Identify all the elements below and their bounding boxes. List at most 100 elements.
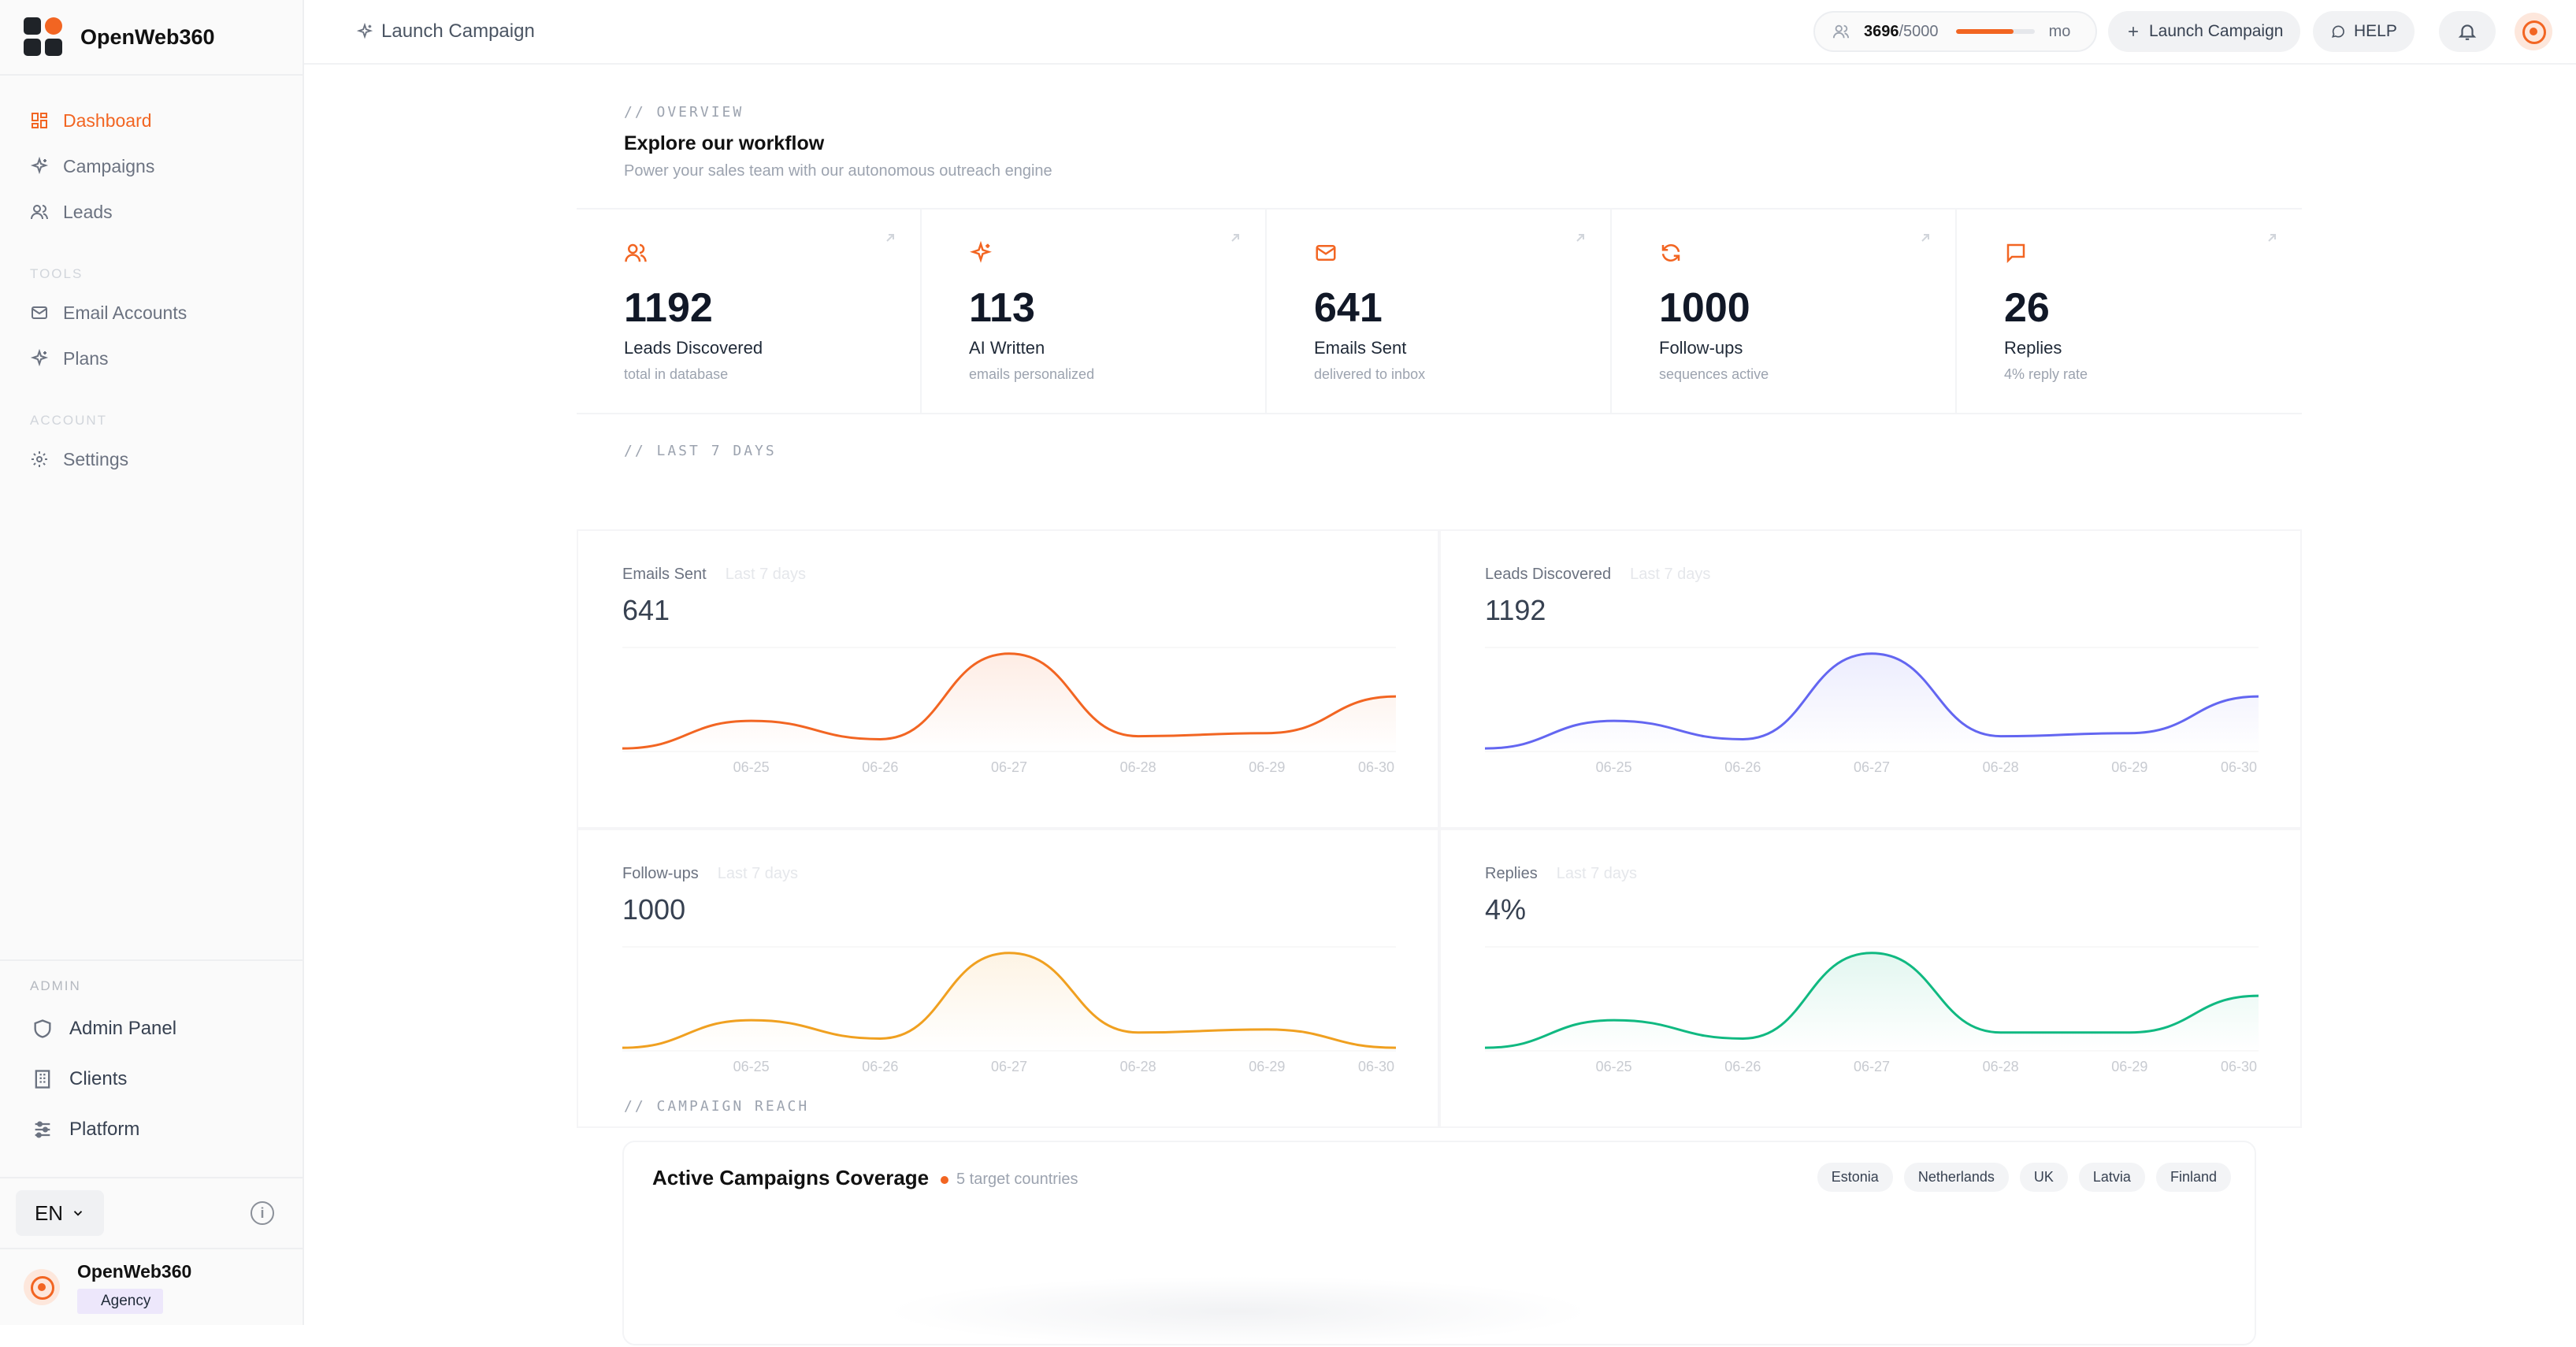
- avatar[interactable]: [2515, 13, 2552, 50]
- chart-range: Last 7 days: [725, 566, 807, 583]
- stat-label: AI Written: [969, 338, 1045, 358]
- country-chip[interactable]: Latvia: [2078, 1163, 2145, 1192]
- series-area: [622, 952, 1396, 1051]
- nav-item-plans[interactable]: Plans: [0, 336, 303, 381]
- country-chip[interactable]: UK: [2019, 1163, 2068, 1192]
- x-tick-label: 06-27: [991, 759, 1027, 775]
- app-name: OpenWeb360: [80, 24, 215, 49]
- main-nav: Dashboard Campaigns Leads TOOLS Email Ac…: [0, 76, 303, 482]
- chart-range: Last 7 days: [1630, 566, 1711, 583]
- x-tick-label: 06-30: [1358, 759, 1394, 775]
- admin-heading: ADMIN: [30, 978, 81, 993]
- users-icon: [625, 243, 647, 262]
- arrow-up-right-icon: [1921, 234, 1929, 242]
- stat-value: 26: [2004, 285, 2050, 331]
- country-chip[interactable]: Finland: [2155, 1163, 2231, 1192]
- chart-card-emails-sent[interactable]: Emails Sent Last 7 days 641 06-25 06-26 06-…: [577, 529, 1439, 829]
- nav-item-label: Settings: [63, 448, 129, 469]
- x-tick-label: 06-25: [733, 759, 770, 775]
- campaign-reach-label: // CAMPAIGN REACH: [624, 1098, 810, 1115]
- mail-icon: [1316, 245, 1336, 261]
- nav-item-dashboard[interactable]: Dashboard: [0, 98, 303, 143]
- launch-campaign-label: Launch Campaign: [2149, 22, 2284, 40]
- nav-item-label: Campaigns: [63, 155, 155, 176]
- arrow-up-right-icon: [1231, 234, 1239, 242]
- x-tick-label: 06-25: [733, 1059, 770, 1074]
- series-line: [1485, 952, 2259, 1049]
- last-7-days-label: // LAST 7 DAYS: [624, 443, 777, 459]
- quota-progress-bar: [1955, 29, 2035, 34]
- quota-period: mo: [2048, 22, 2071, 40]
- nav-item-platform[interactable]: Platform: [0, 1104, 303, 1155]
- breadcrumb[interactable]: Launch Campaign: [356, 20, 535, 43]
- x-tick-label: 06-26: [862, 1059, 898, 1074]
- nav-item-email-accounts[interactable]: Email Accounts: [0, 290, 303, 336]
- chart-value: 641: [622, 594, 670, 626]
- chart-card-replies[interactable]: Replies Last 7 days 4% 06-25 06-26 06-27 06-…: [1439, 829, 2302, 1128]
- language-row: EN i: [0, 1177, 303, 1248]
- notifications-button[interactable]: [2439, 11, 2496, 52]
- stat-sub: sequences active: [1659, 366, 1769, 382]
- country-chips: Estonia Netherlands UK Latvia Finland: [1817, 1163, 2231, 1192]
- x-tick-label: 06-26: [1724, 1059, 1761, 1074]
- chart-range: Last 7 days: [717, 865, 798, 882]
- chart-leads-discovered: 06-25 06-26 06-27 06-28 06-29 06-30: [1485, 647, 2259, 775]
- nav-item-campaigns[interactable]: Campaigns: [0, 143, 303, 189]
- stat-label: Replies: [2004, 338, 2062, 358]
- avatar: [24, 1269, 60, 1305]
- chart-value: 4%: [1485, 893, 1527, 926]
- gear-icon: [32, 451, 47, 467]
- launch-campaign-button[interactable]: Launch Campaign: [2108, 11, 2301, 52]
- tools-heading: TOOLS: [30, 266, 84, 281]
- usage-quota[interactable]: 3696/5000 mo: [1813, 11, 2097, 52]
- nav-item-leads[interactable]: Leads: [0, 189, 303, 235]
- stat-card-emails-sent[interactable]: 641 Emails Sent delivered to inbox: [1267, 210, 1612, 413]
- stat-sub: delivered to inbox: [1314, 366, 1426, 382]
- x-tick-label: 06-29: [1249, 1059, 1285, 1074]
- series-area: [1485, 653, 2259, 751]
- sparkles-icon: [30, 349, 49, 367]
- stat-card-leads[interactable]: 1192 Leads Discovered total in database: [577, 210, 922, 413]
- nav-item-label: Email Accounts: [63, 302, 187, 323]
- chart-card-leads-discovered[interactable]: Leads Discovered Last 7 days 1192 06-25 06…: [1439, 529, 2302, 829]
- chart-replies: 06-25 06-26 06-27 06-28 06-29 06-30: [1485, 946, 2259, 1074]
- info-icon[interactable]: i: [251, 1201, 274, 1225]
- shield-icon: [34, 1019, 51, 1038]
- x-tick-label: 06-30: [2221, 1059, 2257, 1074]
- x-tick-label: 06-27: [1854, 1059, 1890, 1074]
- language-select[interactable]: EN: [16, 1190, 104, 1236]
- x-tick-label: 06-28: [1983, 759, 2019, 775]
- stat-value: 113: [969, 285, 1035, 331]
- x-tick-label: 06-28: [1120, 759, 1156, 775]
- mail-icon: [32, 306, 47, 319]
- series-line: [622, 952, 1396, 1049]
- user-profile[interactable]: OpenWeb360 Agency: [0, 1248, 303, 1325]
- series-area: [1485, 952, 2259, 1051]
- stat-value: 641: [1314, 285, 1383, 331]
- message-icon: [2006, 243, 2025, 264]
- x-tick-label: 06-29: [1249, 759, 1285, 775]
- nav-item-admin-panel[interactable]: Admin Panel: [0, 1004, 303, 1054]
- stat-card-replies[interactable]: 26 Replies 4% reply rate: [1957, 210, 2302, 413]
- admin-section: ADMIN Admin Panel Clients Platform: [0, 959, 303, 1155]
- coverage-count: 5 target countries: [956, 1171, 1078, 1188]
- arrow-up-right-icon: [1576, 234, 1584, 242]
- logo[interactable]: OpenWeb360: [0, 0, 303, 76]
- map-placeholder: [884, 1276, 1593, 1347]
- chart-follow-ups: 06-25 06-26 06-27 06-28 06-29 06-30: [622, 946, 1396, 1074]
- chart-card-follow-ups[interactable]: Follow-ups Last 7 days 1000 06-25 06-26 06-…: [577, 829, 1439, 1128]
- stat-card-follow-ups[interactable]: 1000 Follow-ups sequences active: [1612, 210, 1957, 413]
- nav-item-label: Leads: [63, 201, 113, 222]
- country-chip[interactable]: Estonia: [1817, 1163, 1893, 1192]
- chart-title: Leads Discovered: [1485, 566, 1612, 583]
- breadcrumb-label: Launch Campaign: [381, 20, 535, 42]
- series-area: [622, 653, 1396, 751]
- stat-card-ai-written[interactable]: 113 AI Written emails personalized: [922, 210, 1267, 413]
- refresh-icon: [1661, 244, 1680, 262]
- help-button[interactable]: HELP: [2313, 11, 2415, 52]
- nav-item-clients[interactable]: Clients: [0, 1054, 303, 1104]
- chart-value: 1192: [1485, 594, 1546, 626]
- nav-item-settings[interactable]: Settings: [0, 436, 303, 482]
- country-chip[interactable]: Netherlands: [1903, 1163, 2009, 1192]
- x-tick-label: 06-27: [991, 1059, 1027, 1074]
